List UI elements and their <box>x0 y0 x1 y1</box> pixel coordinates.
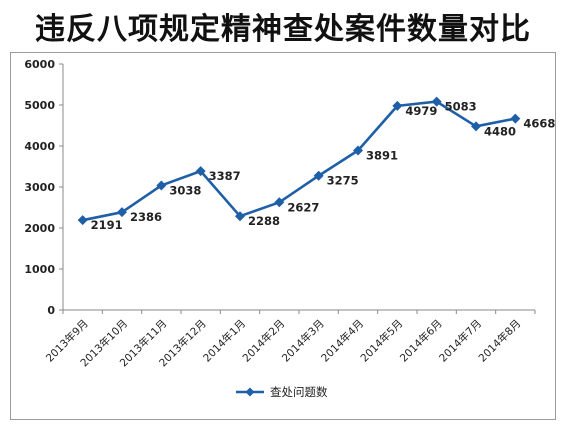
chart-title: 违反八项规定精神查处案件数量对比 <box>35 12 531 47</box>
data-label: 2288 <box>248 214 280 228</box>
y-tick-label: 2000 <box>24 222 55 235</box>
data-point <box>313 170 324 181</box>
data-label: 3387 <box>209 169 241 183</box>
data-point <box>471 121 481 132</box>
data-label: 3275 <box>327 174 359 188</box>
data-point <box>431 96 442 107</box>
data-point <box>392 100 403 111</box>
y-tick-label: 3000 <box>24 181 55 194</box>
data-label: 4668 <box>523 117 555 131</box>
data-point <box>353 145 363 156</box>
chart-frame <box>10 52 556 420</box>
x-tick-label: 2014年8月 <box>476 317 524 365</box>
legend-label: 查处问题数 <box>270 385 328 399</box>
legend-marker <box>245 387 255 397</box>
data-point <box>77 215 88 226</box>
data-label: 3891 <box>366 148 398 162</box>
data-label: 2191 <box>91 218 123 232</box>
data-label: 3038 <box>169 183 201 197</box>
series-line <box>82 100 516 222</box>
data-label: 4480 <box>484 124 516 138</box>
data-point <box>117 207 127 218</box>
y-tick-label: 4000 <box>24 140 55 153</box>
data-label: 5083 <box>445 100 477 114</box>
data-point <box>156 180 167 191</box>
y-tick-label: 6000 <box>24 58 55 71</box>
y-tick-label: 1000 <box>24 263 55 276</box>
data-point <box>274 197 285 208</box>
data-point <box>235 211 245 222</box>
y-tick-label: 5000 <box>24 99 55 112</box>
y-tick-label: 0 <box>47 304 55 317</box>
data-label: 2386 <box>130 210 162 224</box>
data-label: 2627 <box>287 200 319 214</box>
data-label: 4979 <box>405 104 437 118</box>
data-point <box>510 113 521 124</box>
data-point <box>195 166 206 177</box>
